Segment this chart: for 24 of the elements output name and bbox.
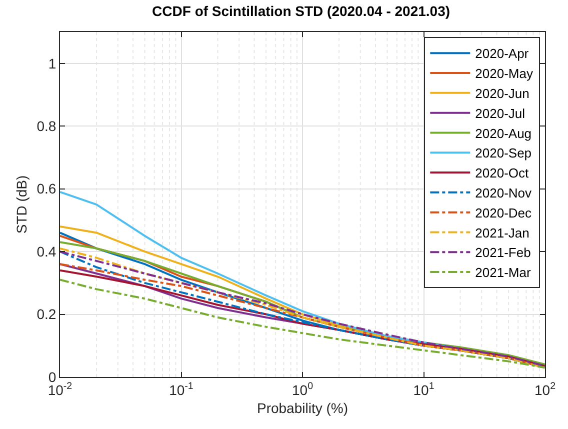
y-tick-label: 0.4 — [36, 243, 56, 260]
chart-title: CCDF of Scintillation STD (2020.04 - 2021.03) — [152, 3, 450, 20]
x-tick-label: 10$^{1}$ — [413, 380, 434, 398]
x-tick-label: 10$^{0}$ — [292, 380, 314, 398]
y-axis-title: STD (dB) — [13, 175, 30, 234]
legend-label: 2020-Sep — [475, 146, 532, 161]
legend-label: 2020-Oct — [475, 166, 530, 181]
legend-label: 2020-Aug — [475, 126, 532, 141]
legend-label: 2020-May — [475, 66, 534, 82]
y-tick-label: 0.6 — [36, 180, 56, 197]
x-tick-label: 10$^{-1}$ — [169, 380, 194, 398]
x-axis-title: Probability (%) — [256, 400, 348, 416]
legend-label: 2020-Jun — [475, 86, 530, 101]
y-tick-label: 0.2 — [36, 306, 56, 322]
legend-label: 2020-Nov — [475, 185, 532, 200]
y-tick-label: 0.8 — [36, 118, 56, 134]
legend-label: 2020-Apr — [475, 46, 530, 62]
legend-label: 2020-Dec — [475, 205, 532, 220]
y-tick-label: 1 — [48, 55, 56, 72]
legend-label: 2021-Feb — [475, 245, 531, 260]
x-tick-label: 10$^{2}$ — [534, 380, 556, 398]
legend-label: 2021-Jan — [475, 225, 530, 240]
legend-label: 2021-Mar — [475, 265, 532, 280]
legend-label: 2020-Jul — [475, 106, 526, 121]
